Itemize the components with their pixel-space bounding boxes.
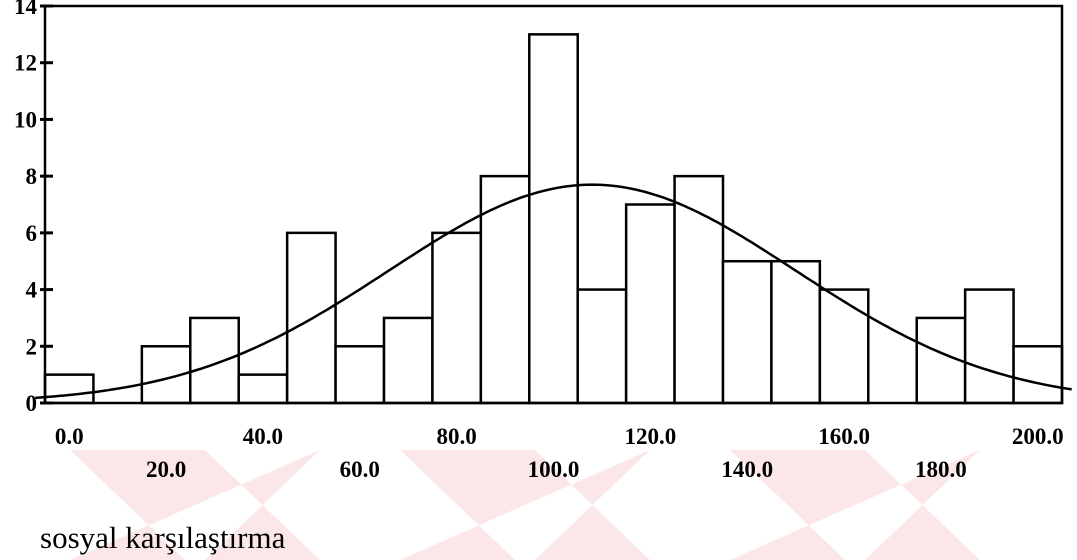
y-tick-label-7: 14 (14, 0, 38, 19)
x-tick-label-lower-3: 140.0 (721, 457, 773, 482)
x-tick-label-lower-2: 100.0 (528, 457, 580, 482)
watermark-chevrons (70, 450, 980, 560)
watermark-chevron-1 (400, 450, 650, 560)
watermark-chevron-0 (70, 450, 320, 560)
histogram-bar-10 (528, 33, 579, 405)
y-axis: 0 2 4 6 8 10 12 14 (14, 0, 53, 416)
histogram-bar-19 (963, 288, 1015, 405)
x-tick-label-upper-5: 200.0 (1012, 424, 1064, 449)
histogram-bars (43, 33, 1064, 405)
histogram-bar-9 (479, 174, 531, 405)
histogram-bar-6 (334, 345, 386, 405)
histogram-bar-3 (189, 316, 240, 405)
x-axis-label: sosyal karşılaştırma (40, 520, 286, 555)
histogram-bar-0 (43, 373, 95, 405)
x-axis: 0.0 40.0 80.0 120.0 160.0 200.0 20.0 60.0 100.0 1… (55, 424, 1064, 482)
x-tick-label-upper-0: 0.0 (55, 424, 84, 449)
histogram-bar-7 (382, 316, 434, 405)
plot-frame (43, 4, 1064, 405)
x-tick-label-upper-1: 40.0 (243, 424, 283, 449)
watermark-chevron-2 (730, 450, 980, 560)
y-tick-label-2: 4 (26, 278, 38, 303)
y-tick-label-4: 8 (26, 164, 38, 189)
x-tick-label-upper-4: 160.0 (818, 424, 870, 449)
x-tick-label-lower-0: 20.0 (146, 457, 186, 482)
histogram-bar-12 (624, 203, 676, 405)
y-tick-label-5: 10 (14, 107, 37, 132)
histogram-bar-4 (237, 373, 289, 405)
histogram-bar-11 (576, 288, 628, 405)
x-tick-label-upper-2: 80.0 (437, 424, 477, 449)
y-tick-label-0: 0 (26, 391, 38, 416)
histogram-bar-16 (818, 288, 870, 405)
x-tick-label-lower-1: 60.0 (340, 457, 380, 482)
y-tick-label-6: 12 (14, 51, 37, 76)
x-tick-label-upper-3: 120.0 (624, 424, 676, 449)
y-tick-label-3: 6 (26, 221, 38, 246)
x-tick-label-lower-4: 180.0 (915, 457, 967, 482)
normal-curve (35, 183, 1072, 400)
histogram-bar-13 (673, 174, 725, 405)
histogram-bar-14 (721, 259, 773, 405)
y-tick-label-1: 2 (26, 334, 38, 359)
histogram-bar-8 (431, 231, 483, 405)
histogram-bar-20 (1012, 345, 1064, 405)
